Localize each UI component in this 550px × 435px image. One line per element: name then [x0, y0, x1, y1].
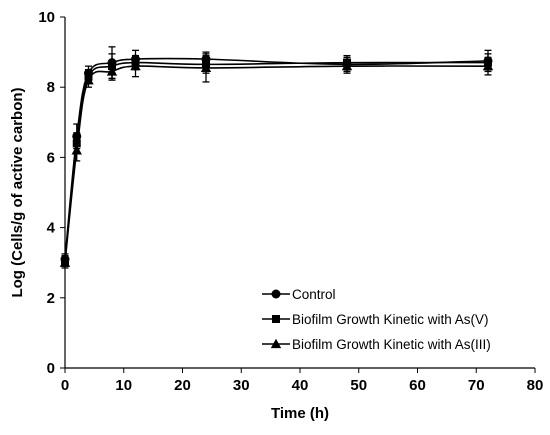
- data-point-triangle: [71, 145, 82, 155]
- x-axis-title: Time (h): [271, 405, 329, 422]
- legend-marker-square: [272, 315, 280, 323]
- y-tick-label: 8: [47, 79, 55, 96]
- y-axis-title: Log (Cells/g of active carbon): [9, 87, 26, 297]
- data-point-triangle: [341, 60, 353, 71]
- data-point-triangle: [200, 62, 212, 73]
- x-tick-label: 70: [468, 377, 485, 394]
- data-point-triangle: [482, 60, 494, 71]
- x-tick-label: 80: [527, 377, 544, 394]
- y-tick-label: 4: [47, 220, 56, 237]
- x-tick-label: 50: [350, 377, 367, 394]
- legend-label: Control: [292, 287, 336, 302]
- x-tick-label: 60: [409, 377, 426, 394]
- legend-item: Control: [262, 287, 336, 302]
- legend: Control Biofilm Growth Kinetic with As(V)…: [262, 287, 491, 352]
- plot-area: [59, 46, 494, 269]
- series-line: [64, 57, 489, 260]
- series-circle: [60, 46, 493, 266]
- series-line: [64, 65, 489, 263]
- data-point-triangle: [83, 74, 94, 85]
- legend-marker-circle: [271, 289, 281, 299]
- series-square: [61, 53, 492, 267]
- legend-label: Biofilm Growth Kinetic with As(III): [292, 337, 491, 352]
- x-tick-label: 0: [61, 377, 69, 394]
- series-line: [64, 61, 489, 262]
- series-triangle: [59, 53, 494, 269]
- y-tick-label: 10: [38, 9, 55, 26]
- legend-label: Biofilm Growth Kinetic with As(V): [292, 312, 489, 327]
- data-point-triangle: [106, 66, 118, 76]
- y-tick-label: 6: [47, 149, 55, 166]
- legend-item: Biofilm Growth Kinetic with As(III): [262, 337, 491, 352]
- x-tick-label: 30: [233, 377, 250, 394]
- x-tick-label: 40: [292, 377, 309, 394]
- y-tick-label: 2: [47, 290, 55, 307]
- y-tick-label: 0: [47, 360, 55, 377]
- data-point-triangle: [130, 60, 141, 71]
- legend-marker-triangle: [270, 338, 282, 349]
- x-tick-label: 20: [174, 377, 191, 394]
- x-tick-label: 10: [115, 377, 132, 394]
- axes: 0 10 20 30 40 50 60 70 80 0 2 4 6 8 10: [38, 9, 543, 394]
- legend-item: Biofilm Growth Kinetic with As(V): [262, 312, 489, 327]
